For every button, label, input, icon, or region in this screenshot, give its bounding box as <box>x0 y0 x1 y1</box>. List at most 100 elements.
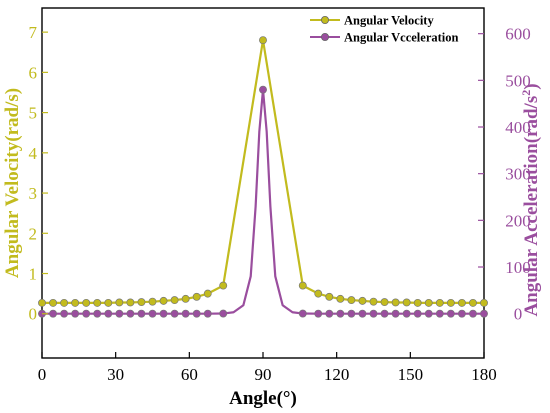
x-tick-label-0: 0 <box>38 365 47 384</box>
x-axis-title: Angle(°) <box>229 388 297 409</box>
data-point-velocity-22 <box>347 296 356 305</box>
data-point-velocity-21 <box>336 294 345 303</box>
x-tick-label-2: 60 <box>181 365 198 384</box>
y-right-tick-label-6: 600 <box>505 25 531 44</box>
y-right-tick-label-4: 400 <box>505 118 531 137</box>
data-point-velocity-11 <box>159 296 168 305</box>
data-point-acceleration-3 <box>71 309 80 318</box>
data-point-velocity-12 <box>170 296 179 305</box>
legend-marker-velocity <box>320 15 329 24</box>
y-axis-left-title: Angular Velocity(rad/s) <box>2 88 23 278</box>
y-left-tick-label-3: 3 <box>29 184 38 203</box>
data-point-velocity-15 <box>203 289 212 298</box>
y-left-tick-label-2: 2 <box>29 224 38 243</box>
data-point-acceleration-1 <box>49 309 58 318</box>
data-point-acceleration-26 <box>391 309 400 318</box>
legend-item-velocity: Angular Velocity <box>310 14 434 28</box>
ticks-layer: 0 30 60 90 120 150 180 0 1 2 3 4 5 6 7 0 100 200 300 400 500… <box>29 23 531 384</box>
y-right-tick-label-2: 200 <box>505 211 531 230</box>
data-point-velocity-26 <box>391 298 400 307</box>
data-point-acceleration-27 <box>402 309 411 318</box>
legend-label-velocity: Angular Velocity <box>344 14 434 28</box>
data-point-velocity-3 <box>71 298 80 307</box>
data-point-acceleration-31 <box>446 309 455 318</box>
y-right-tick-label-0: 0 <box>514 305 523 324</box>
data-point-velocity-30 <box>435 298 444 307</box>
y-right-tick-label-5: 500 <box>505 71 531 90</box>
data-point-acceleration-6 <box>104 309 113 318</box>
data-point-velocity-6 <box>104 298 113 307</box>
legend-marker-acceleration <box>320 33 329 42</box>
legend: Angular Velocity Angular Vcceleration <box>310 14 459 45</box>
y-axis-right-title-close: ) <box>521 83 542 89</box>
data-point-acceleration-28 <box>413 309 422 318</box>
data-point-acceleration-8 <box>126 309 135 318</box>
data-point-acceleration-29 <box>424 309 433 318</box>
data-point-velocity-23 <box>358 296 367 305</box>
data-point-acceleration-14 <box>192 309 201 318</box>
data-point-velocity-25 <box>380 298 389 307</box>
data-point-velocity-9 <box>137 298 146 307</box>
data-point-velocity-19 <box>314 289 323 298</box>
data-point-velocity-24 <box>369 297 378 306</box>
data-point-velocity-4 <box>82 298 91 307</box>
data-point-velocity-2 <box>60 298 69 307</box>
data-point-velocity-1 <box>49 298 58 307</box>
data-point-velocity-28 <box>413 298 422 307</box>
y-left-tick-label-5: 5 <box>29 104 38 123</box>
legend-item-acceleration: Angular Vcceleration <box>310 31 459 45</box>
legend-label-acceleration: Angular Vcceleration <box>344 31 459 45</box>
data-point-acceleration-2 <box>60 309 69 318</box>
y-axis-right-title: Angular Acceleration(rad/s2) <box>519 83 542 316</box>
data-point-velocity-14 <box>192 292 201 301</box>
y-left-tick-label-4: 4 <box>29 144 38 163</box>
data-point-acceleration-33 <box>469 309 477 318</box>
data-point-velocity-5 <box>93 298 102 307</box>
data-point-acceleration-5 <box>93 309 102 318</box>
data-point-velocity-16 <box>219 281 228 290</box>
data-point-acceleration-10 <box>148 309 157 318</box>
data-point-velocity-8 <box>126 298 135 307</box>
data-point-acceleration-21 <box>336 309 345 318</box>
data-point-velocity-18 <box>298 281 307 290</box>
data-point-velocity-32 <box>457 298 466 307</box>
y-right-tick-label-1: 100 <box>505 258 531 277</box>
data-point-velocity-13 <box>181 294 190 303</box>
data-point-acceleration-12 <box>170 309 179 318</box>
y-left-tick-label-7: 7 <box>29 23 38 42</box>
series-line-acceleration <box>42 88 484 315</box>
y-axis-right-title-exponent: 2 <box>519 90 533 96</box>
x-tick-label-3: 90 <box>255 365 272 384</box>
data-point-velocity-20 <box>325 292 334 301</box>
y-right-tick-label-3: 300 <box>505 165 531 184</box>
y-left-tick-label-1: 1 <box>29 265 38 284</box>
data-point-acceleration-25 <box>380 309 389 318</box>
data-point-acceleration-32 <box>457 309 466 318</box>
data-point-acceleration-30 <box>435 309 444 318</box>
y-left-tick-label-6: 6 <box>29 63 38 82</box>
y-left-tick-label-0: 0 <box>29 305 38 324</box>
data-point-velocity-34 <box>480 298 488 307</box>
data-point-acceleration-4 <box>82 309 91 318</box>
data-point-acceleration-9 <box>137 309 146 318</box>
x-tick-label-6: 180 <box>471 365 497 384</box>
data-point-velocity-7 <box>115 298 124 307</box>
data-point-velocity-17 <box>259 36 267 45</box>
x-tick-label-1: 30 <box>107 365 124 384</box>
y-axis-right-title-text: Angular Acceleration(rad/s <box>521 96 542 317</box>
data-point-acceleration-24 <box>369 309 378 318</box>
x-tick-label-5: 150 <box>398 365 424 384</box>
data-point-velocity-29 <box>424 298 433 307</box>
data-point-velocity-27 <box>402 298 411 307</box>
data-point-velocity-31 <box>446 298 455 307</box>
data-point-acceleration-17 <box>259 85 267 94</box>
data-point-acceleration-11 <box>159 309 168 318</box>
data-point-acceleration-13 <box>181 309 190 318</box>
series-layer <box>38 36 488 318</box>
data-point-acceleration-7 <box>115 309 124 318</box>
data-point-acceleration-23 <box>358 309 367 318</box>
data-point-velocity-10 <box>148 297 157 306</box>
data-point-acceleration-19 <box>314 309 323 318</box>
series-line-velocity <box>42 39 484 304</box>
data-point-velocity-33 <box>469 298 477 307</box>
